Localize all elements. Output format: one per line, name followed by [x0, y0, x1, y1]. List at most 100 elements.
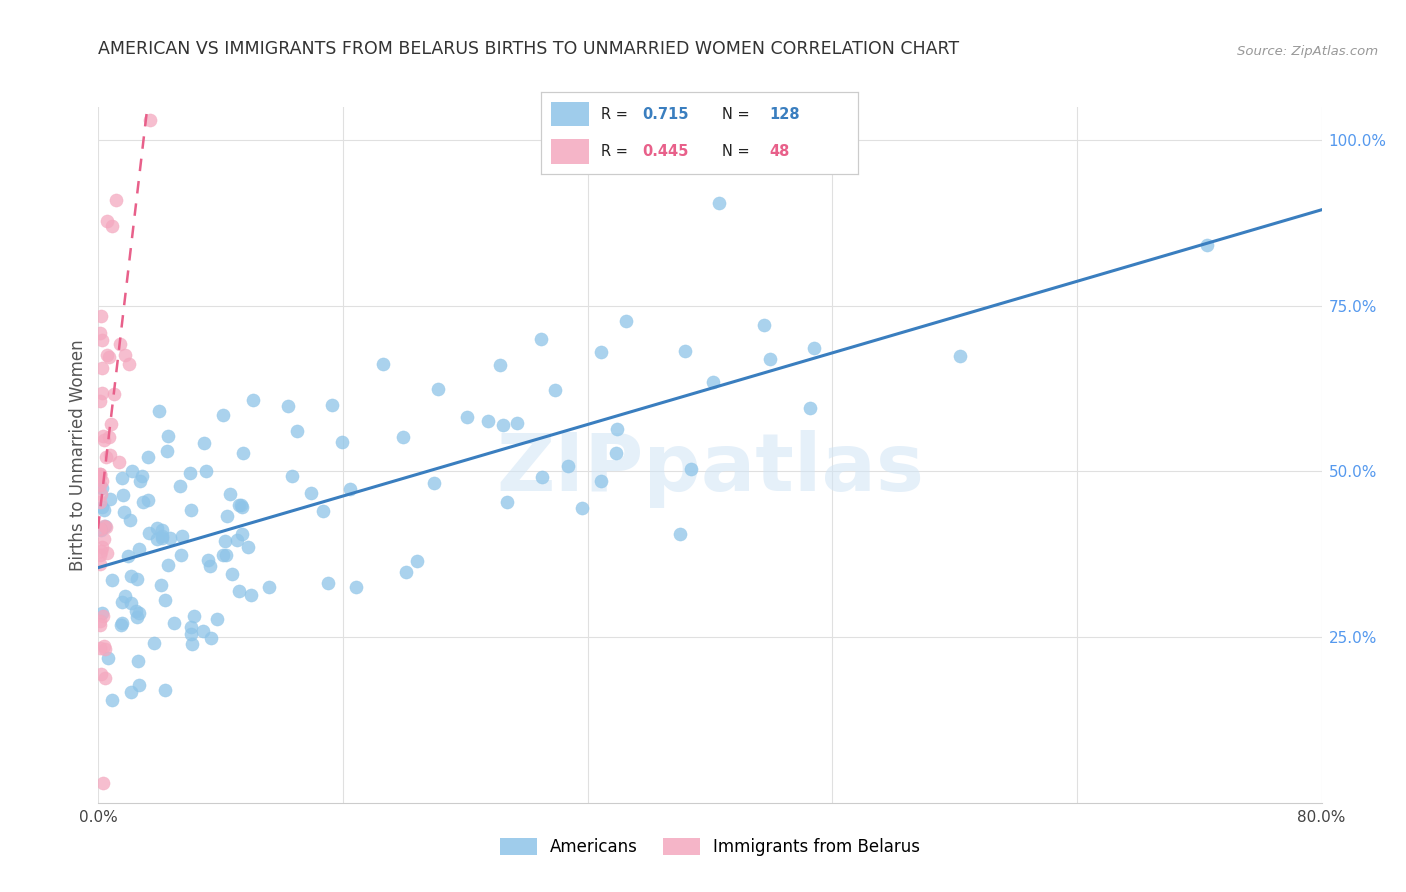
Point — [128, 606, 150, 620]
Point — [89, 617, 111, 632]
Point — [240, 588, 263, 602]
Point — [489, 358, 512, 372]
Point — [799, 401, 821, 415]
Text: 0.715: 0.715 — [643, 106, 689, 121]
Point — [132, 495, 155, 509]
Point — [614, 314, 637, 328]
Point — [136, 450, 159, 465]
Point — [371, 357, 394, 371]
Point — [530, 332, 553, 346]
Point — [90, 544, 112, 558]
Point — [214, 533, 236, 548]
Point — [100, 417, 122, 432]
Text: ZIPpatlas: ZIPpatlas — [496, 430, 924, 508]
Point — [107, 455, 129, 469]
Point — [150, 524, 173, 538]
Point — [90, 385, 112, 400]
Text: AMERICAN VS IMMIGRANTS FROM BELARUS BIRTHS TO UNMARRIED WOMEN CORRELATION CHART: AMERICAN VS IMMIGRANTS FROM BELARUS BIRT… — [98, 40, 959, 58]
Point — [89, 467, 111, 481]
Point — [93, 503, 115, 517]
Point — [91, 607, 114, 621]
Point — [91, 776, 114, 790]
Point — [321, 398, 343, 412]
Point — [127, 572, 149, 586]
Point — [90, 667, 112, 681]
Point — [89, 326, 111, 340]
Point — [89, 468, 111, 483]
Text: 48: 48 — [769, 145, 789, 160]
Point — [544, 383, 567, 397]
Point — [128, 541, 150, 556]
Point — [103, 386, 125, 401]
Point — [215, 548, 238, 562]
Point — [344, 580, 367, 594]
Point — [89, 467, 111, 481]
Point — [89, 614, 111, 628]
Point — [153, 593, 176, 607]
Point — [257, 580, 280, 594]
Text: R =: R = — [602, 145, 628, 160]
Point — [150, 529, 173, 543]
Point — [557, 459, 579, 474]
Point — [94, 520, 117, 534]
Point — [96, 546, 118, 560]
Point — [605, 446, 627, 460]
Point — [114, 589, 136, 603]
Point — [219, 487, 242, 501]
Y-axis label: Births to Unmarried Women: Births to Unmarried Women — [69, 339, 87, 571]
Point — [156, 443, 179, 458]
Point — [200, 631, 222, 645]
Point — [148, 404, 170, 418]
Text: N =: N = — [721, 145, 749, 160]
Point — [180, 627, 202, 641]
Point — [128, 678, 150, 692]
Point — [231, 527, 253, 541]
Point — [193, 436, 215, 450]
Point — [89, 557, 111, 571]
Point — [136, 493, 159, 508]
Point — [395, 565, 418, 579]
Point — [89, 522, 111, 536]
Point — [90, 482, 112, 496]
Text: R =: R = — [602, 106, 628, 121]
Point — [803, 341, 825, 355]
Point — [170, 548, 193, 562]
Point — [89, 394, 111, 409]
Point — [215, 509, 238, 524]
Text: 0.445: 0.445 — [643, 145, 689, 160]
Point — [456, 410, 478, 425]
Point — [180, 503, 202, 517]
Point — [98, 429, 121, 443]
Point — [228, 584, 250, 599]
Point — [949, 349, 972, 363]
Point — [93, 433, 115, 447]
Point — [120, 685, 142, 699]
Point — [231, 500, 253, 514]
Point — [94, 642, 117, 657]
Point — [93, 639, 115, 653]
Point — [118, 357, 141, 371]
Point — [93, 519, 115, 533]
FancyBboxPatch shape — [551, 139, 589, 164]
Point — [159, 531, 181, 545]
Point — [105, 193, 128, 207]
Point — [181, 637, 204, 651]
Point — [91, 608, 114, 623]
Point — [89, 477, 111, 491]
Point — [98, 448, 121, 462]
Point — [90, 487, 112, 501]
Point — [195, 464, 218, 478]
Point — [96, 214, 118, 228]
Point — [156, 558, 179, 572]
Point — [287, 425, 309, 439]
Point — [752, 318, 775, 332]
Point — [330, 435, 353, 450]
FancyBboxPatch shape — [551, 102, 589, 127]
Point — [111, 595, 134, 609]
Point — [277, 400, 299, 414]
Point — [114, 349, 136, 363]
Point — [591, 474, 613, 488]
Point — [169, 478, 191, 492]
Point — [226, 533, 249, 547]
Point — [91, 500, 114, 514]
